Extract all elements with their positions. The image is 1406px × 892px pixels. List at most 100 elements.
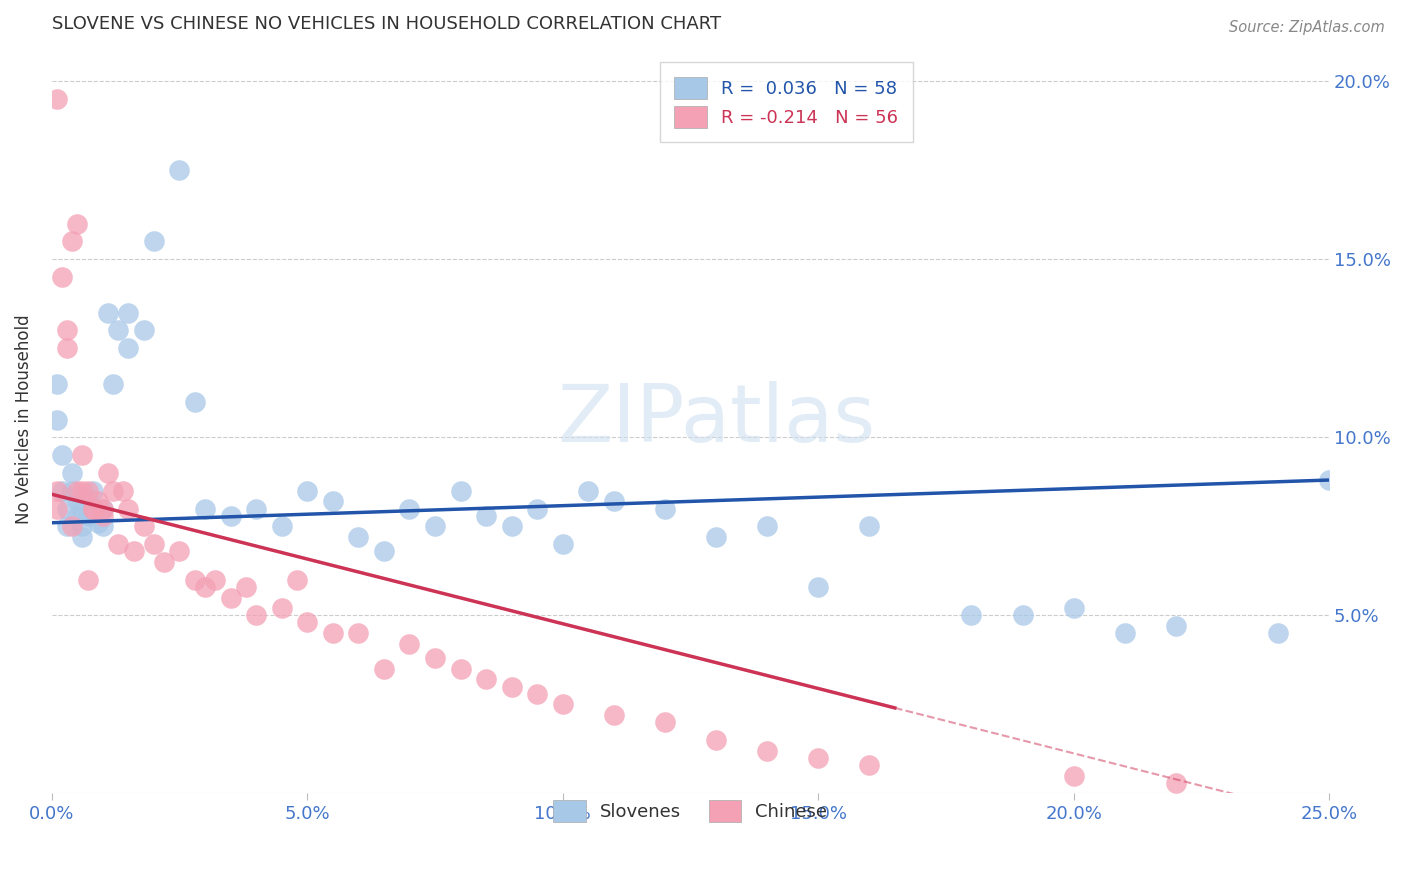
Point — [91, 501, 114, 516]
Point — [87, 494, 110, 508]
Point — [45, 501, 67, 516]
Point — [132, 324, 155, 338]
Point — [551, 537, 574, 551]
Point — [82, 501, 104, 516]
Point — [169, 544, 191, 558]
Point — [87, 516, 110, 530]
Point — [45, 376, 67, 391]
Text: SLOVENE VS CHINESE NO VEHICLES IN HOUSEHOLD CORRELATION CHART: SLOVENE VS CHINESE NO VEHICLES IN HOUSEH… — [52, 15, 721, 33]
Point — [72, 483, 94, 498]
Point — [153, 555, 176, 569]
Point — [297, 483, 319, 498]
Point — [603, 708, 626, 723]
Point — [475, 508, 498, 523]
Point — [60, 519, 83, 533]
Point — [117, 341, 139, 355]
Point — [194, 580, 217, 594]
Point — [654, 501, 676, 516]
Point — [101, 483, 124, 498]
Point — [526, 687, 548, 701]
Point — [51, 270, 73, 285]
Point — [82, 483, 104, 498]
Point — [475, 673, 498, 687]
Point — [60, 235, 83, 249]
Point — [270, 601, 292, 615]
Point — [97, 306, 120, 320]
Point — [398, 501, 420, 516]
Point — [1114, 626, 1136, 640]
Point — [56, 519, 79, 533]
Point — [219, 591, 242, 605]
Legend: Slovenes, Chinese: Slovenes, Chinese — [538, 786, 842, 837]
Point — [107, 537, 129, 551]
Point — [270, 519, 292, 533]
Text: Source: ZipAtlas.com: Source: ZipAtlas.com — [1229, 20, 1385, 35]
Point — [756, 744, 779, 758]
Point — [117, 306, 139, 320]
Point — [322, 626, 344, 640]
Point — [450, 662, 472, 676]
Point — [142, 537, 165, 551]
Point — [76, 491, 98, 505]
Point — [204, 573, 226, 587]
Point — [97, 466, 120, 480]
Point — [82, 501, 104, 516]
Point — [1063, 768, 1085, 782]
Point — [576, 483, 599, 498]
Point — [245, 501, 267, 516]
Point — [526, 501, 548, 516]
Point — [285, 573, 308, 587]
Point — [807, 750, 830, 764]
Point — [219, 508, 242, 523]
Point — [551, 698, 574, 712]
Point — [704, 733, 727, 747]
Point — [398, 637, 420, 651]
Point — [423, 519, 446, 533]
Point — [347, 626, 370, 640]
Point — [142, 235, 165, 249]
Point — [76, 483, 98, 498]
Point — [169, 163, 191, 178]
Point — [654, 715, 676, 730]
Point — [72, 530, 94, 544]
Point — [76, 573, 98, 587]
Point — [960, 608, 983, 623]
Point — [1164, 775, 1187, 789]
Point — [45, 483, 67, 498]
Point — [112, 483, 135, 498]
Point — [501, 519, 523, 533]
Point — [1267, 626, 1289, 640]
Point — [501, 680, 523, 694]
Point — [91, 501, 114, 516]
Point — [297, 615, 319, 630]
Point — [72, 501, 94, 516]
Point — [66, 217, 89, 231]
Point — [347, 530, 370, 544]
Point — [56, 341, 79, 355]
Point — [72, 519, 94, 533]
Point — [1164, 619, 1187, 633]
Point — [72, 448, 94, 462]
Point — [60, 483, 83, 498]
Point — [107, 324, 129, 338]
Point — [858, 757, 880, 772]
Point — [184, 573, 207, 587]
Point — [56, 324, 79, 338]
Point — [322, 494, 344, 508]
Point — [76, 508, 98, 523]
Point — [603, 494, 626, 508]
Point — [807, 580, 830, 594]
Point — [66, 508, 89, 523]
Point — [122, 544, 145, 558]
Text: ZIPatlas: ZIPatlas — [557, 381, 875, 458]
Point — [423, 651, 446, 665]
Point — [91, 508, 114, 523]
Point — [450, 483, 472, 498]
Point — [194, 501, 217, 516]
Point — [91, 519, 114, 533]
Point — [1063, 601, 1085, 615]
Point — [45, 412, 67, 426]
Point — [756, 519, 779, 533]
Point — [132, 519, 155, 533]
Point — [101, 376, 124, 391]
